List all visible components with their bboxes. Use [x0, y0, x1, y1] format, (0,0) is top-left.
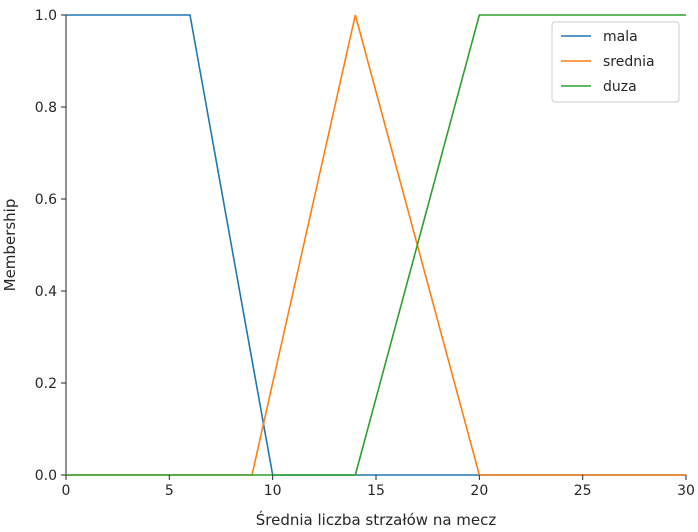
plot-area: 0 5 10 15 20 25 30 0.0 0.2 0.4 0.6 0.8 1.0 [35, 8, 695, 499]
x-tick-label: 25 [574, 483, 592, 499]
y-ticks: 0.0 0.2 0.4 0.6 0.8 1.0 [35, 8, 66, 484]
x-tick-label: 30 [677, 483, 695, 499]
x-tick-label: 0 [62, 483, 71, 499]
y-tick-label: 0.0 [35, 468, 57, 484]
y-tick-label: 0.2 [35, 376, 57, 392]
y-tick-label: 1.0 [35, 8, 57, 24]
x-tick-label: 20 [470, 483, 488, 499]
series-line-duza [66, 14, 686, 476]
x-axis-label: Średnia liczba strzałów na mecz [256, 510, 497, 529]
legend-label-srednia: srednia [603, 54, 655, 70]
y-tick-label: 0.8 [35, 100, 57, 116]
legend: mala srednia duza [551, 21, 680, 103]
x-tick-label: 15 [367, 483, 385, 499]
y-tick-label: 0.6 [35, 192, 57, 208]
x-ticks: 0 5 10 15 20 25 30 [62, 475, 695, 499]
legend-box [551, 21, 680, 103]
y-axis-label: Membership [1, 199, 19, 292]
x-tick-label: 10 [264, 483, 282, 499]
x-tick-label: 5 [165, 483, 174, 499]
y-tick-label: 0.4 [35, 284, 57, 300]
legend-label-mala: mala [603, 29, 638, 45]
legend-label-duza: duza [603, 79, 637, 95]
